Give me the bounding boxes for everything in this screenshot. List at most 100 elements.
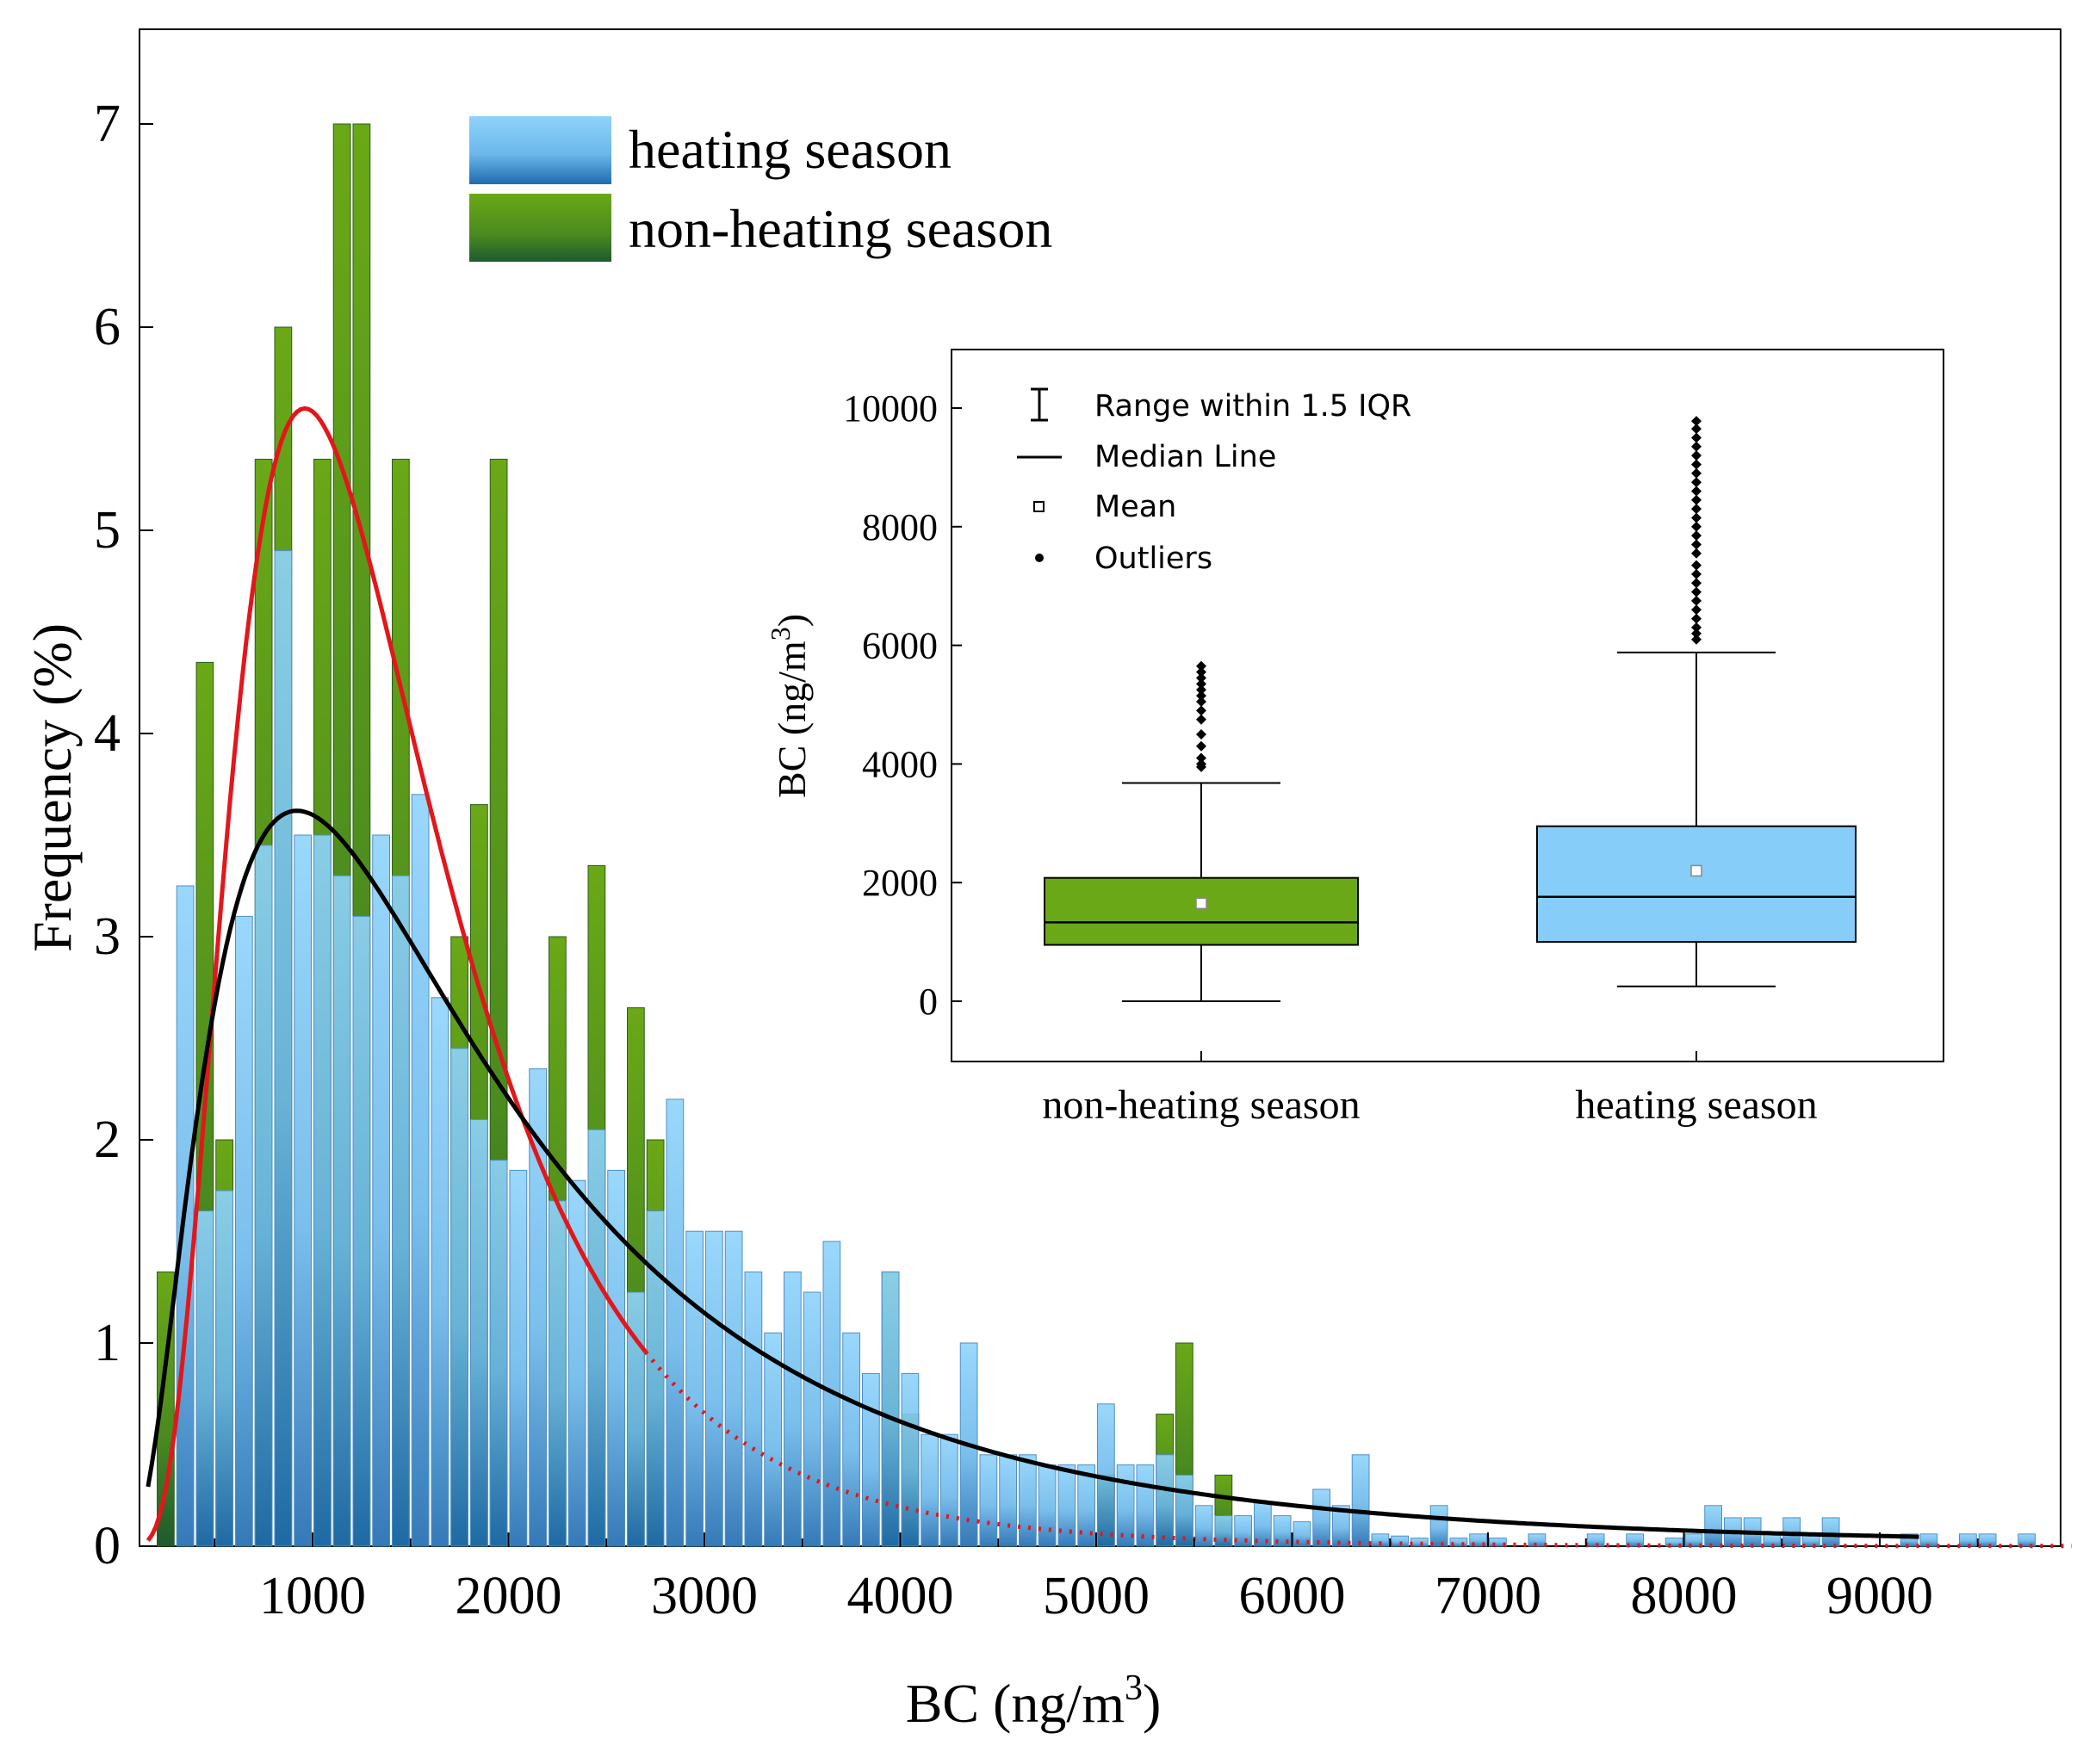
heating-bar (724, 1230, 743, 1547)
heating-bar (332, 875, 351, 1547)
outlier-point (1691, 450, 1702, 461)
heating-bar (1410, 1538, 1429, 1547)
heating-bar (1586, 1533, 1605, 1547)
heating-bar (881, 1271, 900, 1547)
heating-bar (1038, 1464, 1057, 1547)
outlier-point (1691, 494, 1702, 505)
heating-bar (1821, 1517, 1840, 1547)
outlier-point (1196, 740, 1206, 752)
inset-y-axis-title-close: ) (770, 614, 814, 627)
outlier-legend-icon (1035, 554, 1044, 562)
x-axis-title-sup: 3 (1125, 1668, 1143, 1708)
outlier-point (1196, 666, 1206, 678)
outlier-point (1691, 568, 1702, 579)
heating-bar (1116, 1464, 1135, 1547)
heating-bar (1351, 1454, 1370, 1547)
inset-y-tick-label: 4000 (862, 743, 938, 785)
heating-bars (176, 550, 2036, 1547)
heating-bar (999, 1454, 1017, 1547)
heating-bar (529, 1068, 547, 1547)
heating-bar (1429, 1505, 1448, 1547)
outlier-point (1691, 416, 1702, 427)
heating-bar (195, 1210, 214, 1547)
iqr-box (1044, 876, 1359, 946)
heating-bar (567, 1179, 586, 1547)
heating-bar (803, 1291, 821, 1547)
heating-bar (1704, 1505, 1722, 1547)
outlier-point (1691, 548, 1702, 559)
legend-median-label: Median Line (1094, 440, 1276, 474)
inset-y-tick-label: 8000 (862, 506, 938, 548)
heating-bar (1449, 1538, 1468, 1547)
heating-bar (1057, 1464, 1076, 1547)
outlier-point (1196, 678, 1206, 690)
heating-bar (294, 834, 312, 1547)
heating-bar (1214, 1515, 1233, 1547)
outlier-point (1196, 660, 1206, 672)
outlier-point (1691, 539, 1702, 550)
outlier-point (1691, 595, 1702, 606)
inset-y-axis-title: BC (ng/m3) (765, 614, 814, 798)
outlier-point (1691, 521, 1702, 532)
heating-bar (215, 1190, 233, 1547)
outlier-point (1691, 586, 1702, 597)
heating-bar (921, 1433, 939, 1547)
inset-y-axis-title-text: BC (ng/m (770, 641, 814, 798)
heating-bar (549, 1200, 567, 1547)
heating-bar (1234, 1515, 1252, 1547)
outlier-point (1196, 714, 1206, 725)
heating-bar (1371, 1533, 1390, 1547)
outlier-point (1196, 684, 1206, 696)
heating-bar (940, 1433, 958, 1547)
inset-y-tick-label: 10000 (843, 387, 938, 430)
heating-bar (431, 997, 449, 1547)
heating-bar (1194, 1505, 1213, 1547)
heating-bar (1175, 1474, 1193, 1547)
heating-bar (1019, 1454, 1037, 1547)
x-tick-label: 2000 (456, 1567, 562, 1625)
y-tick-label: 4 (94, 704, 121, 763)
heating-bar (666, 1099, 685, 1547)
x-tick-label: 9000 (1826, 1567, 1933, 1625)
y-tick-label: 2 (94, 1111, 121, 1169)
heating-bar (685, 1230, 704, 1547)
heating-bar (254, 845, 273, 1547)
inset-x-tick-label: non-heating season (1042, 1082, 1360, 1128)
outlier-point (1691, 467, 1702, 479)
outlier-point (1691, 441, 1702, 452)
heating-bar (1665, 1538, 1683, 1547)
y-tick-label: 5 (94, 501, 121, 560)
heating-bar (2018, 1533, 2036, 1547)
heating-bar (784, 1271, 802, 1547)
mean-marker (1195, 897, 1207, 910)
non-heating-fit-curve-tail (643, 1350, 2072, 1549)
y-tick-label: 3 (94, 907, 121, 966)
outlier-point (1196, 672, 1206, 684)
heating-bar (979, 1454, 998, 1547)
x-tick-label: 5000 (1043, 1567, 1150, 1625)
heating-bar (646, 1210, 665, 1547)
heating-bar (1489, 1538, 1507, 1547)
inset-boxplot: 0 2000 4000 6000 8000 10000 non-heating season… (765, 349, 1944, 1128)
fit-curves (146, 405, 2072, 1549)
legend-mean-label: Mean (1094, 490, 1176, 524)
outlier-point (1691, 613, 1702, 624)
heating-bar (1959, 1533, 1977, 1547)
inset-y-tick-label: 2000 (862, 862, 938, 904)
y-tick-label: 0 (94, 1517, 121, 1575)
x-axis-title-close: ) (1143, 1673, 1161, 1734)
mean-marker (1690, 864, 1702, 877)
outlier-point (1691, 530, 1702, 542)
inset-axes: 0 2000 4000 6000 8000 10000 non-heating season… (843, 387, 1818, 1128)
x-tick-label: 1000 (259, 1567, 366, 1625)
legend-outliers-label: Outliers (1094, 542, 1212, 576)
outlier-point (1691, 477, 1702, 488)
outlier-point (1691, 424, 1702, 435)
outlier-point (1196, 758, 1206, 770)
x-tick-label: 7000 (1435, 1567, 1541, 1625)
heating-bar (235, 915, 253, 1547)
legend-label-heating: heating season (629, 119, 952, 180)
heating-bar (352, 915, 371, 1547)
heating-bar (1156, 1454, 1174, 1547)
outlier-point (1691, 622, 1702, 633)
